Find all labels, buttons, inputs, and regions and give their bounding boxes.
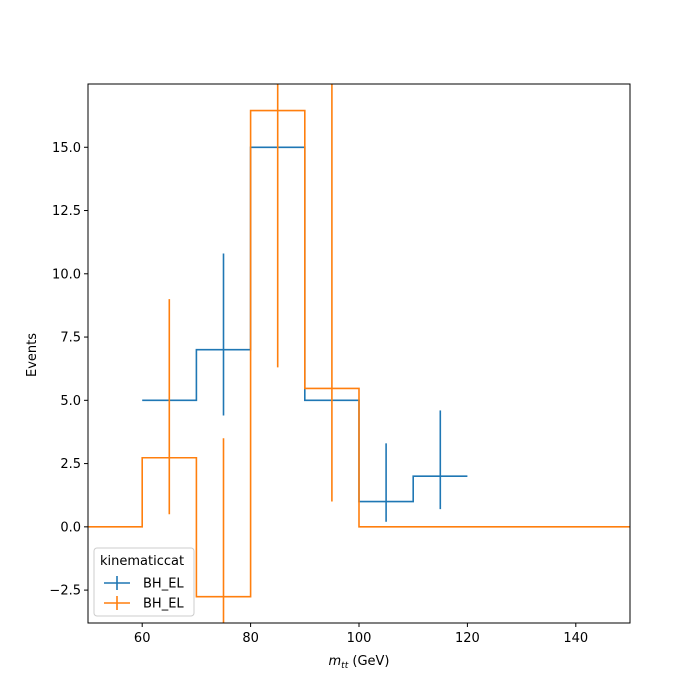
x-axis-label-sub: tt xyxy=(341,661,349,671)
y-axis: −2.5 0.0 2.5 5.0 7.5 10.0 12.5 15.0 xyxy=(49,141,88,599)
y-tick-label: 15.0 xyxy=(52,141,81,156)
legend-title: kinematiccat xyxy=(100,554,184,569)
y-tick-label: 5.0 xyxy=(60,394,81,409)
legend-label-1: BH_EL xyxy=(143,577,184,592)
legend-box xyxy=(93,547,195,617)
legend: kinematiccat BH_EL BH_EL xyxy=(93,547,195,617)
x-tick-label: 120 xyxy=(455,631,480,646)
x-tick-label: 100 xyxy=(347,631,372,646)
series-2 xyxy=(88,84,630,623)
y-tick-label: 0.0 xyxy=(60,520,81,535)
legend-entries: BH_EL BH_EL xyxy=(104,576,184,612)
legend-label-2: BH_EL xyxy=(143,597,184,612)
y-tick-label: 12.5 xyxy=(52,204,81,219)
y-tick-label: 10.0 xyxy=(52,267,81,282)
y-tick-label: 7.5 xyxy=(60,331,81,346)
y-tick-label: 2.5 xyxy=(60,457,81,472)
x-axis-label: mtt (GeV) xyxy=(329,654,390,671)
y-axis-label: Events xyxy=(25,333,40,377)
x-axis-label-main: m xyxy=(329,654,342,669)
x-axis: 60 80 100 120 140 xyxy=(134,623,588,646)
y-tick-label: −2.5 xyxy=(49,584,81,599)
x-tick-label: 60 xyxy=(134,631,151,646)
x-axis-label-unit: (GeV) xyxy=(348,654,389,669)
series-layer xyxy=(88,84,630,623)
x-tick-label: 140 xyxy=(563,631,588,646)
x-tick-label: 80 xyxy=(242,631,259,646)
